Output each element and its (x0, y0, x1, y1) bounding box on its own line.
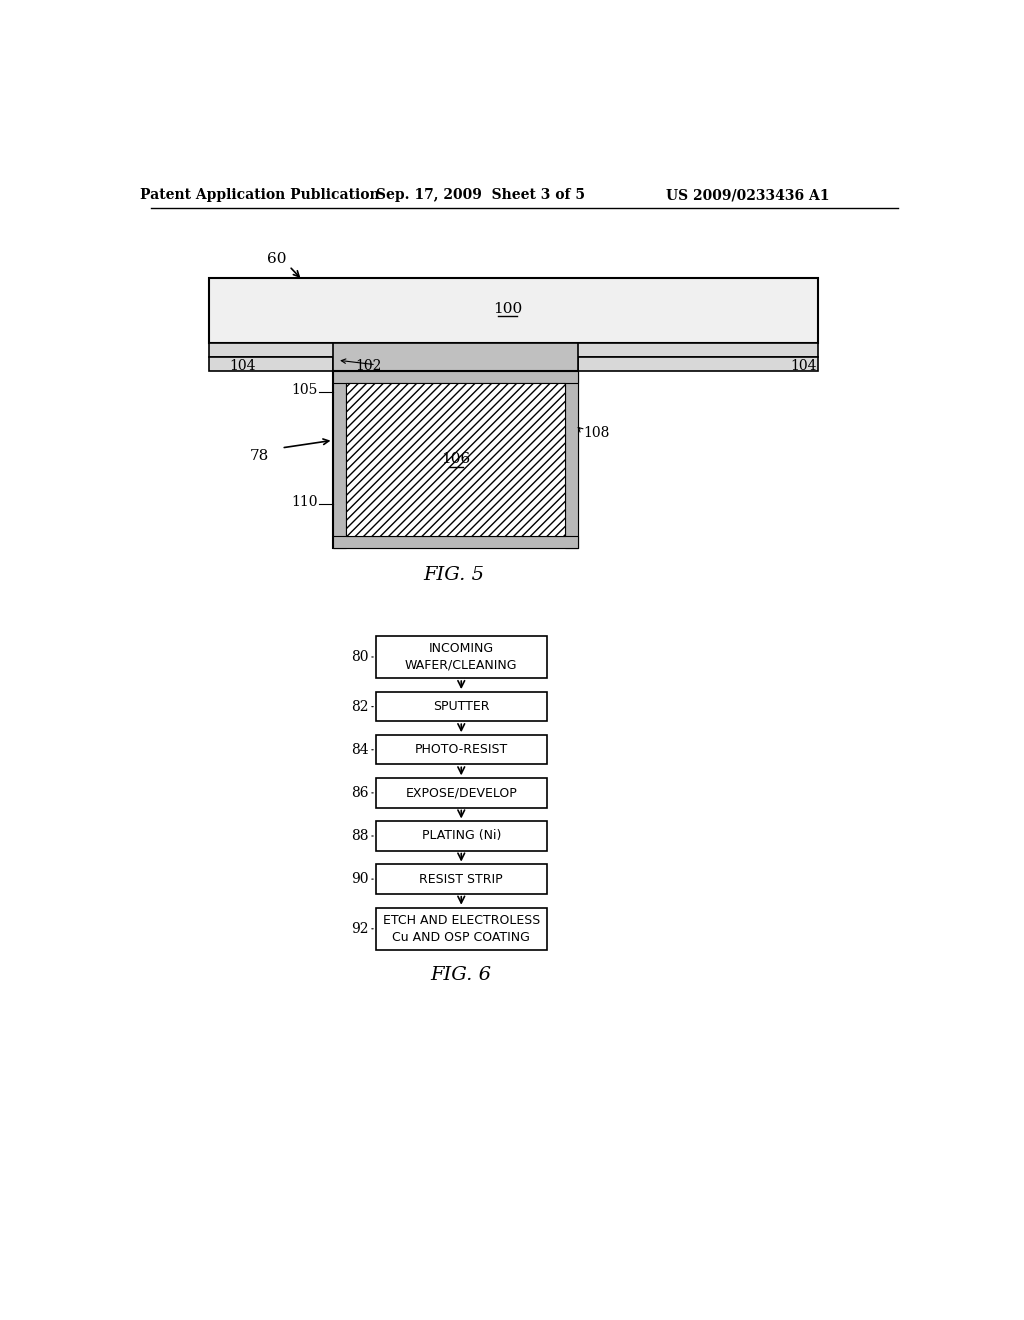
Text: 90: 90 (351, 873, 369, 886)
Text: SPUTTER: SPUTTER (433, 700, 489, 713)
Polygon shape (209, 277, 818, 343)
Text: 104: 104 (229, 359, 256, 374)
Text: PHOTO-RESIST: PHOTO-RESIST (415, 743, 508, 756)
Text: 106: 106 (440, 453, 470, 466)
Text: 60: 60 (267, 252, 287, 265)
Text: EXPOSE/DEVELOP: EXPOSE/DEVELOP (406, 787, 517, 800)
Polygon shape (565, 371, 578, 548)
Text: PLATING (Ni): PLATING (Ni) (422, 829, 501, 842)
Text: 80: 80 (351, 649, 369, 664)
Polygon shape (376, 735, 547, 764)
Polygon shape (376, 779, 547, 808)
Text: Patent Application Publication: Patent Application Publication (140, 189, 380, 202)
Polygon shape (578, 358, 818, 371)
Polygon shape (376, 692, 547, 721)
Text: FIG. 6: FIG. 6 (431, 966, 492, 983)
Text: RESIST STRIP: RESIST STRIP (420, 873, 503, 886)
Text: 92: 92 (351, 921, 369, 936)
Polygon shape (334, 343, 578, 371)
Text: 110: 110 (292, 495, 317, 508)
Text: 78: 78 (250, 449, 269, 462)
Polygon shape (209, 343, 349, 358)
Text: 84: 84 (350, 743, 369, 756)
Text: Sep. 17, 2009  Sheet 3 of 5: Sep. 17, 2009 Sheet 3 of 5 (376, 189, 585, 202)
Text: 100: 100 (494, 301, 522, 315)
Polygon shape (376, 908, 547, 950)
Polygon shape (562, 343, 818, 358)
Text: 86: 86 (351, 785, 369, 800)
Text: FIG. 5: FIG. 5 (423, 566, 484, 583)
Polygon shape (376, 821, 547, 850)
Polygon shape (376, 865, 547, 894)
Polygon shape (334, 536, 578, 548)
Text: 88: 88 (351, 829, 369, 843)
Polygon shape (334, 371, 346, 548)
Text: 108: 108 (584, 425, 610, 440)
Polygon shape (346, 383, 565, 536)
Text: 105: 105 (292, 383, 317, 397)
Polygon shape (334, 371, 578, 383)
Text: 102: 102 (355, 359, 381, 374)
Polygon shape (376, 636, 547, 678)
Text: US 2009/0233436 A1: US 2009/0233436 A1 (667, 189, 829, 202)
Text: ETCH AND ELECTROLESS
Cu AND OSP COATING: ETCH AND ELECTROLESS Cu AND OSP COATING (383, 913, 540, 944)
Text: 104: 104 (791, 359, 817, 374)
Polygon shape (334, 371, 578, 548)
Polygon shape (209, 358, 334, 371)
Text: INCOMING
WAFER/CLEANING: INCOMING WAFER/CLEANING (406, 642, 517, 672)
Text: 82: 82 (351, 700, 369, 714)
